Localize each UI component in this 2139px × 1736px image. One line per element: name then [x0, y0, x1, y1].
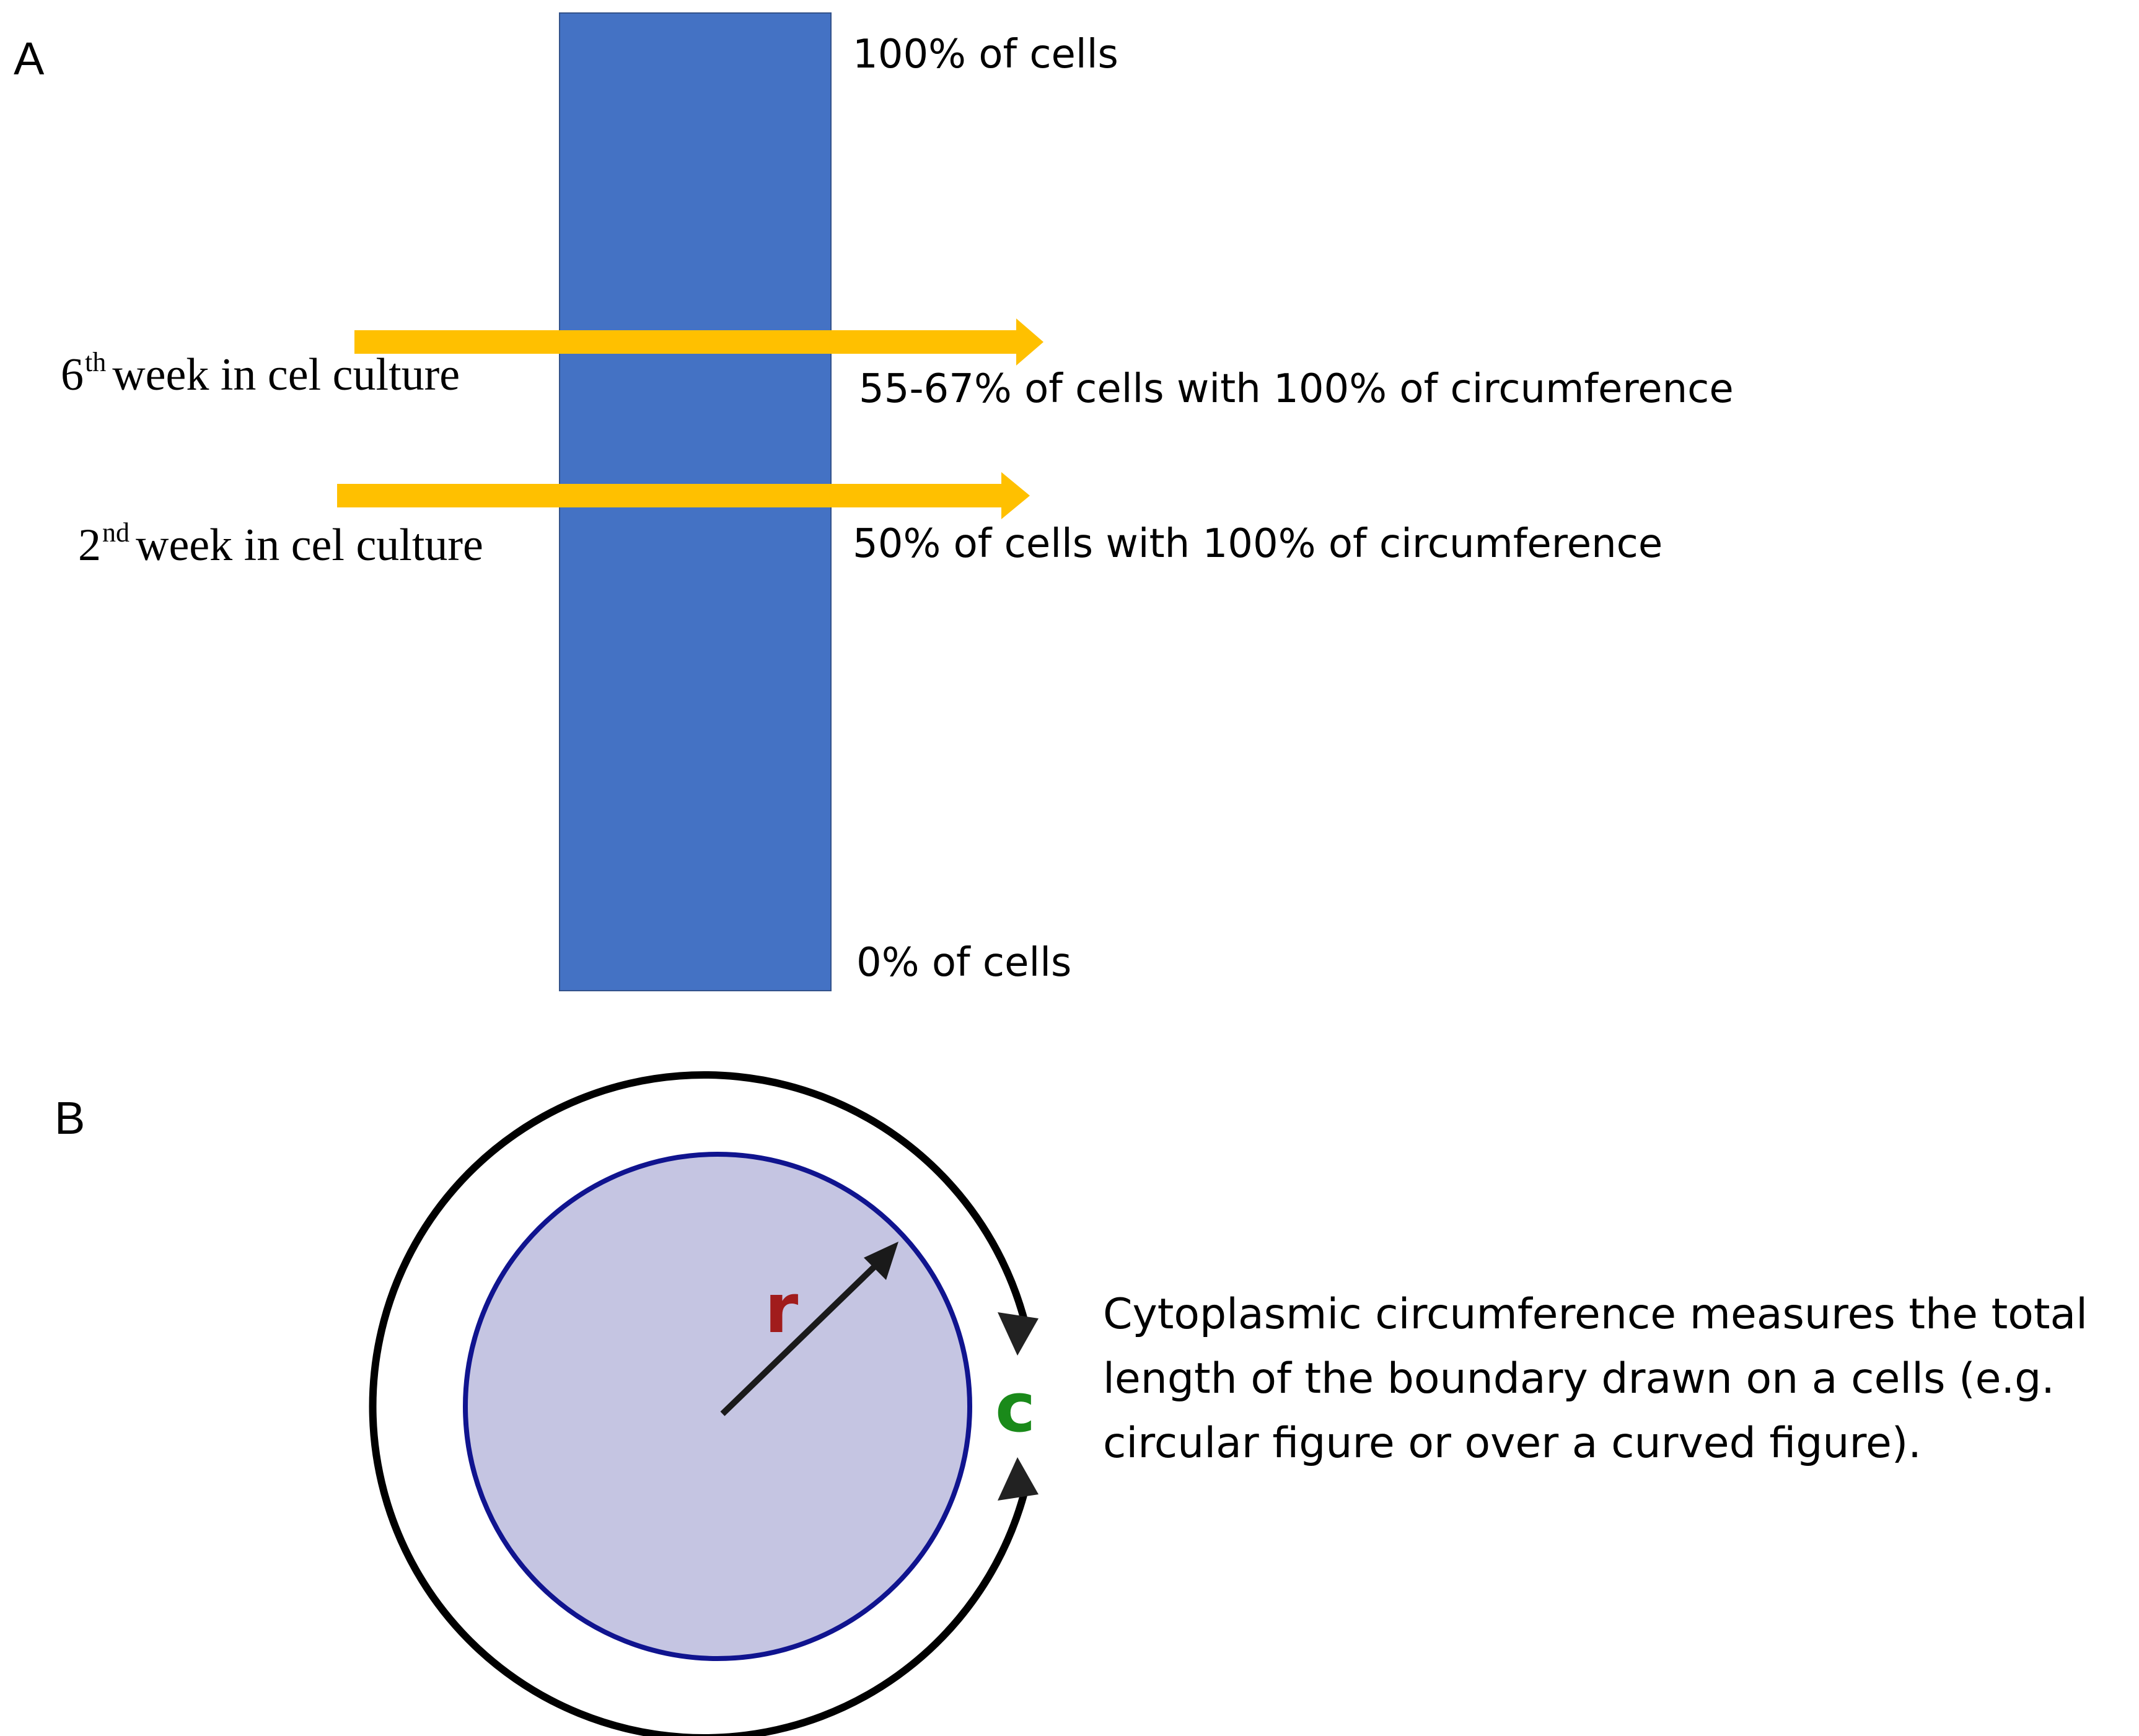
- radius-arrowhead: [864, 1242, 898, 1280]
- description-line-3: circular figure or over a curved figure)…: [1103, 1419, 1922, 1468]
- week2-suffix: nd: [102, 517, 130, 548]
- circumference-label: c: [995, 1368, 1035, 1447]
- week6-label: 6th week in cel culture: [61, 349, 460, 400]
- top-scale-label: 100% of cells: [853, 32, 1118, 77]
- arc-arrowhead-bottom: [998, 1457, 1039, 1501]
- radius-arrow-line: [720, 1258, 884, 1416]
- week6-arrow: [354, 318, 1043, 366]
- week2-ordinal: 2: [78, 520, 101, 571]
- week6-ordinal: 6: [61, 349, 84, 400]
- panel-a-label: A: [14, 33, 45, 84]
- week2-result: 50% of cells with 100% of circumference: [853, 521, 1663, 567]
- bottom-scale-label: 0% of cells: [856, 940, 1072, 986]
- cell-circle: [463, 1152, 972, 1661]
- week6-text: week in cel culture: [112, 349, 460, 400]
- week6-result: 55-67% of cells with 100% of circumferen…: [859, 366, 1734, 412]
- week6-suffix: th: [85, 347, 107, 377]
- week2-label: 2nd week in cel culture: [78, 519, 483, 571]
- description-line-2: length of the boundary drawn on a cells …: [1103, 1354, 2055, 1403]
- description-line-1: Cytoplasmic circumference measures the t…: [1103, 1290, 2088, 1339]
- radius-label: r: [765, 1269, 798, 1348]
- week2-arrow: [337, 472, 1030, 519]
- arc-arrowhead-top: [998, 1312, 1039, 1356]
- circumference-arc-top: [369, 1071, 1030, 1736]
- week2-text: week in cel culture: [136, 520, 483, 571]
- panel-b-label: B: [55, 1092, 86, 1144]
